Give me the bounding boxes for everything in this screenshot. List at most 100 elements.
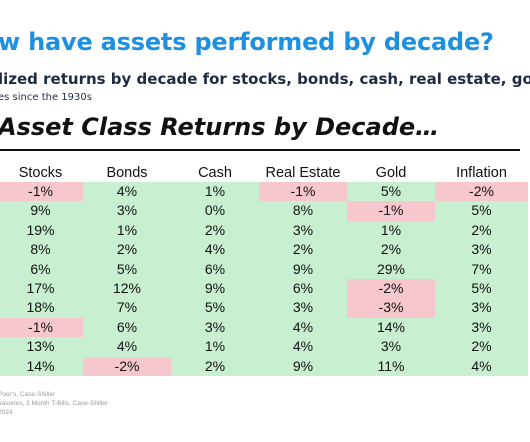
cell-inflation: 3% — [435, 317, 528, 338]
cell-value: 1% — [171, 182, 259, 202]
cell-value: 1% — [83, 220, 171, 241]
chart-title: Asset Class Returns by Decade… — [0, 113, 440, 141]
cell-value: 3% — [435, 298, 528, 318]
cell-value: 13% — [0, 337, 83, 357]
cell-value: -1% — [347, 201, 435, 221]
cell-cash: 9% — [171, 278, 259, 299]
cell-stocks: 6% — [0, 259, 83, 279]
cell-real-estate: 2% — [259, 240, 347, 260]
table-row: 18% 7% 5% 3% -3% 3% — [0, 298, 528, 318]
column-header-inflation: Inflation — [456, 164, 507, 181]
cell-stocks: -1% — [0, 182, 83, 202]
cell-value: 17% — [0, 278, 83, 299]
cell-value: 0% — [171, 201, 259, 221]
cell-inflation: 4% — [435, 356, 528, 376]
cell-value: 5% — [347, 182, 435, 202]
cell-gold: -1% — [347, 201, 435, 221]
table-body: -1% 4% 1% -1% 5% -2% 9% 3% 0% 8% -1% 5% 19% 1% 2% 3% 1% 2… — [0, 182, 528, 376]
cell-gold: -3% — [347, 298, 435, 318]
table-row: 6% 5% 6% 9% 29% 7% — [0, 259, 528, 279]
page-subheading: lized returns by decade for stocks, bond… — [0, 70, 530, 88]
cell-gold: 1% — [347, 220, 435, 241]
cell-value: -1% — [0, 317, 83, 338]
cell-value: 4% — [259, 337, 347, 357]
cell-bonds: 7% — [83, 298, 171, 318]
cell-inflation: 2% — [435, 337, 528, 357]
cell-cash: 4% — [171, 240, 259, 260]
cell-value: 9% — [259, 259, 347, 279]
table-row: 8% 2% 4% 2% 2% 3% — [0, 240, 528, 260]
cell-inflation: 5% — [435, 278, 528, 299]
cell-value: -2% — [83, 356, 171, 376]
cell-stocks: 19% — [0, 220, 83, 241]
cell-bonds: 1% — [83, 220, 171, 241]
page-headline: w have assets performed by decade? — [0, 28, 494, 56]
cell-value: 4% — [83, 182, 171, 202]
table-row: 19% 1% 2% 3% 1% 2% — [0, 220, 528, 241]
cell-value: 2% — [171, 356, 259, 376]
cell-real-estate: 9% — [259, 356, 347, 376]
cell-value: 14% — [347, 317, 435, 338]
cell-stocks: 18% — [0, 298, 83, 318]
cell-bonds: -2% — [83, 356, 171, 376]
cell-inflation: 5% — [435, 201, 528, 221]
cell-bonds: 3% — [83, 201, 171, 221]
returns-table: Stocks Bonds Cash Real Estate Gold Infla… — [0, 163, 528, 376]
cell-value: 6% — [0, 259, 83, 279]
cell-bonds: 4% — [83, 337, 171, 357]
column-header-gold: Gold — [375, 164, 407, 181]
cell-value: 1% — [347, 220, 435, 241]
cell-value: 6% — [83, 317, 171, 338]
cell-real-estate: 8% — [259, 201, 347, 221]
cell-stocks: 8% — [0, 240, 83, 260]
cell-stocks: 14% — [0, 356, 83, 376]
table-row: 14% -2% 2% 9% 11% 4% — [0, 356, 528, 376]
cell-stocks: 9% — [0, 201, 83, 221]
cell-value: 8% — [259, 201, 347, 221]
cell-inflation: -2% — [435, 182, 528, 202]
cell-value: 3% — [83, 201, 171, 221]
cell-value: 1% — [171, 337, 259, 357]
cell-value: 11% — [347, 356, 435, 376]
cell-value: 4% — [259, 317, 347, 338]
cell-value: 7% — [435, 259, 528, 279]
cell-value: 9% — [171, 278, 259, 299]
cell-cash: 0% — [171, 201, 259, 221]
cell-real-estate: 3% — [259, 298, 347, 318]
cell-inflation: 2% — [435, 220, 528, 241]
cell-value: 2% — [435, 220, 528, 241]
column-header-cash: Cash — [198, 164, 232, 181]
cell-cash: 1% — [171, 182, 259, 202]
cell-value: 5% — [171, 298, 259, 318]
cell-value: 8% — [0, 240, 83, 260]
cell-value: 6% — [259, 278, 347, 299]
source-line-1: Poor's, Case-Shiller — [0, 391, 56, 398]
cell-gold: -2% — [347, 278, 435, 299]
column-header-bonds: Bonds — [106, 164, 148, 181]
table-row: -1% 4% 1% -1% 5% -2% — [0, 182, 528, 202]
cell-gold: 29% — [347, 259, 435, 279]
column-header-real-estate: Real Estate — [265, 164, 341, 181]
cell-value: 7% — [83, 298, 171, 318]
title-divider — [0, 149, 520, 151]
cell-value: 2% — [83, 240, 171, 260]
cell-value: -2% — [435, 182, 528, 202]
cell-value: 3% — [347, 337, 435, 357]
cell-cash: 3% — [171, 317, 259, 338]
table-row: -1% 6% 3% 4% 14% 3% — [0, 317, 528, 338]
cell-value: 6% — [171, 259, 259, 279]
cell-gold: 11% — [347, 356, 435, 376]
cell-value: 2% — [347, 240, 435, 260]
cell-real-estate: 3% — [259, 220, 347, 241]
cell-value: 3% — [259, 298, 347, 318]
cell-value: 2% — [171, 220, 259, 241]
cell-value: 5% — [435, 278, 528, 299]
cell-bonds: 6% — [83, 317, 171, 338]
cell-value: 5% — [83, 259, 171, 279]
cell-stocks: 17% — [0, 278, 83, 299]
cell-value: 14% — [0, 356, 83, 376]
cell-cash: 5% — [171, 298, 259, 318]
cell-real-estate: 4% — [259, 337, 347, 357]
cell-gold: 3% — [347, 337, 435, 357]
cell-value: 29% — [347, 259, 435, 279]
